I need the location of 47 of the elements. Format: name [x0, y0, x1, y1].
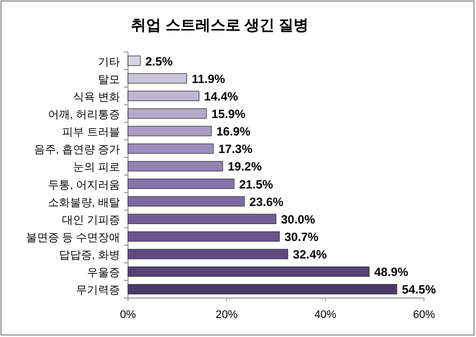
bar: [128, 73, 188, 84]
data-label: 30.0%: [281, 212, 316, 226]
bar: [128, 90, 200, 102]
x-tick-label: 0%: [120, 309, 136, 321]
data-label: 11.9%: [192, 72, 226, 86]
bar: [128, 178, 234, 189]
bar: [128, 108, 207, 119]
data-label: 32.4%: [292, 248, 328, 262]
chart-title: 취업 스트레스로 생긴 질병: [131, 17, 309, 34]
x-tick-label: 40%: [314, 309, 337, 321]
y-tick-label: 두통, 어지러움: [48, 179, 120, 192]
bar: [128, 56, 141, 66]
x-tick-label: 60%: [412, 309, 436, 321]
bar: [128, 196, 245, 206]
data-label: 19.2%: [228, 160, 262, 174]
data-label: 30.7%: [284, 230, 319, 244]
y-tick-label: 어깨, 허리통증: [48, 109, 120, 121]
y-tick-label: 무기력증: [76, 284, 120, 297]
data-label: 17.3%: [218, 142, 253, 156]
y-tick-label: 피부 트러블: [62, 126, 120, 139]
y-tick-label: 음주, 흡연량 증가: [34, 144, 120, 156]
bar: [128, 248, 288, 260]
x-tick-label: 20%: [216, 309, 238, 321]
data-label: 21.5%: [239, 177, 274, 192]
y-tick-label: 식욕 변화: [72, 91, 120, 104]
y-tick-label: 우울증: [87, 267, 120, 280]
bar: [128, 161, 224, 172]
y-tick-label: 소화불량, 배탈: [48, 196, 120, 209]
bar: [128, 214, 276, 224]
data-label: 16.9%: [216, 124, 251, 139]
y-tick-label: 대인 기피증: [62, 214, 120, 226]
bar: [128, 284, 398, 294]
data-label: 54.5%: [402, 282, 436, 297]
bar: [128, 231, 280, 242]
data-label: 48.9%: [374, 265, 409, 280]
y-tick-label: 불면증 등 수면장애: [26, 232, 120, 244]
bar: [128, 266, 370, 277]
y-tick-label: 답답증, 화병: [58, 250, 120, 262]
bar: [128, 126, 212, 136]
data-label: 15.9%: [211, 107, 246, 121]
bar: [128, 144, 214, 154]
y-tick-label: 눈의 피로: [72, 162, 120, 174]
y-tick-label: 탈모: [98, 74, 120, 86]
data-label: 14.4%: [204, 89, 238, 104]
y-tick-label: 기타: [98, 56, 120, 68]
data-label: 2.5%: [145, 54, 174, 68]
data-label: 23.6%: [249, 194, 284, 209]
